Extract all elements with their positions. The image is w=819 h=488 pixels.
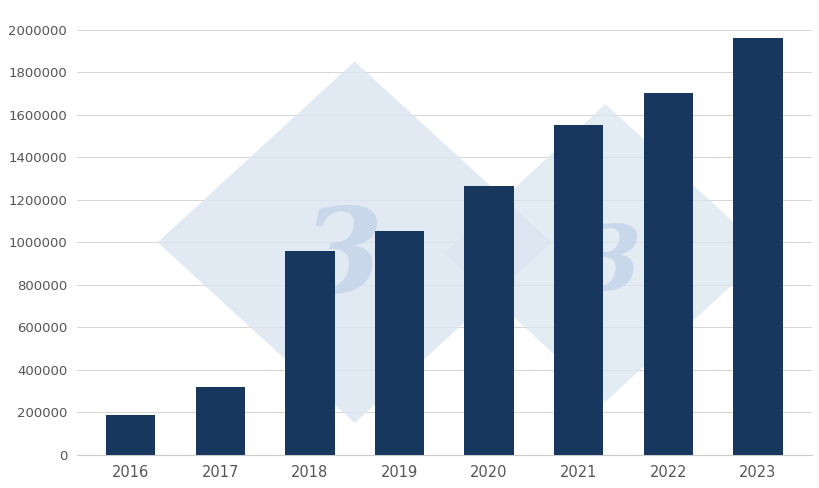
Bar — [374, 230, 423, 455]
Bar — [196, 387, 245, 455]
Polygon shape — [157, 61, 551, 423]
Bar — [285, 251, 334, 455]
Bar — [732, 38, 781, 455]
Bar — [106, 414, 155, 455]
Polygon shape — [444, 104, 766, 402]
Bar — [554, 125, 603, 455]
Bar — [464, 186, 514, 455]
Text: 3: 3 — [300, 202, 382, 317]
Text: 3: 3 — [578, 223, 640, 309]
Bar — [643, 93, 692, 455]
